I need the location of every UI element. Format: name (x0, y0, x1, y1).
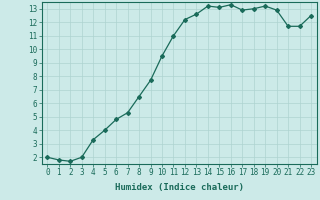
X-axis label: Humidex (Indice chaleur): Humidex (Indice chaleur) (115, 183, 244, 192)
